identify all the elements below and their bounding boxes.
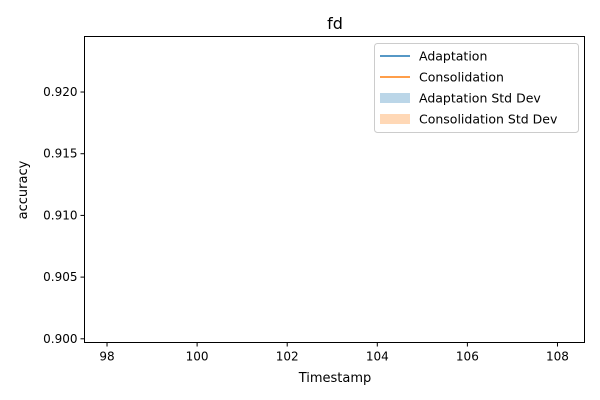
y-axis: 0.900 0.905 0.910 0.915 0.920 bbox=[43, 85, 85, 346]
legend-label: Consolidation Std Dev bbox=[419, 112, 558, 127]
y-tick-label: 0.920 bbox=[43, 85, 77, 99]
x-tick-label: 100 bbox=[186, 350, 209, 364]
x-tick-label: 106 bbox=[456, 350, 479, 364]
y-tick-label: 0.915 bbox=[43, 147, 77, 161]
y-tick-label: 0.900 bbox=[43, 332, 77, 346]
legend-label: Adaptation Std Dev bbox=[419, 91, 541, 106]
x-tick-label: 108 bbox=[546, 350, 569, 364]
x-axis-label: Timestamp bbox=[298, 371, 372, 386]
legend-frame bbox=[374, 43, 579, 133]
x-tick-label: 104 bbox=[366, 350, 389, 364]
legend-band-swatch bbox=[380, 93, 410, 103]
y-tick-label: 0.910 bbox=[43, 208, 77, 222]
legend-band-swatch bbox=[380, 114, 410, 124]
x-tick-label: 98 bbox=[99, 350, 114, 364]
y-axis-label: accuracy bbox=[16, 160, 31, 219]
plot-frame bbox=[84, 36, 585, 343]
chart-title: fd bbox=[327, 14, 343, 33]
x-axis: 98 100 102 104 106 108 bbox=[99, 342, 569, 364]
legend: Adaptation Consolidation Adaptation Std De… bbox=[374, 43, 579, 133]
legend-label: Consolidation bbox=[419, 70, 504, 85]
y-tick-label: 0.905 bbox=[43, 270, 77, 284]
legend-label: Adaptation bbox=[419, 49, 487, 64]
x-tick-label: 102 bbox=[276, 350, 299, 364]
